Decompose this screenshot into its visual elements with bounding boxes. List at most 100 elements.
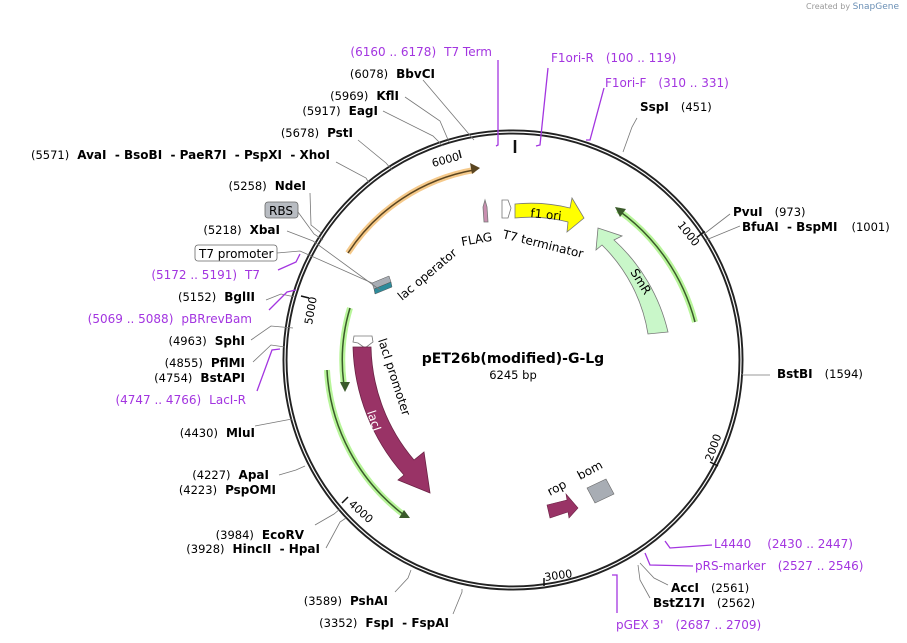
enzyme-name: MluI: [226, 426, 255, 440]
credit-brand: SnapGene: [852, 2, 899, 12]
enzyme-name: EcoRV: [262, 528, 305, 542]
svg-text:(6160 .. 6178)T7 Term: (6160 .. 6178) T7 Term: [350, 45, 492, 59]
svg-text:(3352)FspI - FspAI: (3352) FspI - FspAI: [319, 616, 449, 630]
orf-arrow-green-left-outer[interactable]: [324, 369, 410, 518]
primer-t7[interactable]: (5172 .. 5191) T7: [151, 268, 260, 282]
feature-laci[interactable]: lacI: [352, 346, 431, 494]
enzyme-name: PshAI: [350, 594, 388, 608]
enzyme-bstz17i[interactable]: BstZ17I (2562): [653, 596, 755, 610]
feature-flag[interactable]: FLAG: [460, 198, 493, 249]
enzyme-psti[interactable]: (5678) PstI: [281, 126, 353, 140]
primer-l4440[interactable]: L4440 (2430 .. 2447): [714, 537, 853, 551]
enzyme-position: (5218): [203, 223, 241, 237]
enzyme-name: BstAPI: [200, 371, 245, 385]
feature-label-bom: bom: [575, 458, 605, 483]
feature-rop[interactable]: rop: [545, 477, 579, 519]
feature-f1-ori[interactable]: f1 ori: [514, 196, 585, 233]
enzyme-position: (5258): [229, 179, 267, 193]
feature-lac-operator[interactable]: lac operator: [371, 246, 460, 304]
enzyme-name: BfuAI - BspMI: [742, 220, 837, 234]
primer-name: L4440: [714, 537, 751, 551]
feature-bom[interactable]: bom: [575, 458, 615, 504]
feature-rbs[interactable]: RBS: [264, 201, 324, 241]
primer-name: pRS-marker: [695, 559, 766, 573]
enzyme-position: (4754): [154, 371, 192, 385]
svg-text:(4754)BstAPI: (4754) BstAPI: [154, 371, 245, 385]
enzyme-bbvci[interactable]: (6078) BbvCI: [350, 67, 435, 81]
primer-name: T7: [244, 268, 260, 282]
svg-text:(5152)BglII: (5152) BglII: [178, 290, 255, 304]
primer-range: (5069 .. 5088): [88, 312, 174, 326]
primer-prs-marker[interactable]: pRS-marker (2527 .. 2546): [695, 559, 863, 573]
enzyme-position: (4430): [180, 426, 218, 440]
enzyme-hincii-hpai[interactable]: (3928) HincII - HpaI: [186, 542, 320, 556]
enzyme-bstbi[interactable]: BstBI (1594): [777, 367, 863, 381]
tick-6000: 6000: [430, 150, 460, 170]
svg-text:(4430)MluI: (4430) MluI: [180, 426, 255, 440]
feature-label-laci: lacI: [364, 409, 384, 433]
svg-text:(5969)KflI: (5969) KflI: [330, 89, 399, 103]
tick-3000: 3000: [544, 567, 574, 584]
svg-text:BfuAI - BspMI(1001): BfuAI - BspMI (1001): [742, 220, 890, 234]
orf-arrow-orange[interactable]: [345, 163, 480, 255]
enzyme-mlui[interactable]: (4430) MluI: [180, 426, 255, 440]
svg-text:AccI(2561): AccI (2561): [671, 581, 749, 595]
orf-arrow-green-left-inner[interactable]: [339, 307, 353, 392]
feature-t7-promoter[interactable]: T7 promoter: [194, 244, 373, 284]
enzyme-pshai[interactable]: (3589) PshAI: [304, 594, 388, 608]
enzyme-pvui[interactable]: PvuI (973): [733, 205, 806, 219]
tick-5000: 5000: [302, 296, 320, 326]
enzyme-sphi[interactable]: (4963) SphI: [169, 334, 246, 348]
enzyme-name: PstI: [327, 126, 353, 140]
primer-pgex3[interactable]: pGEX 3' (2687 .. 2709): [616, 618, 761, 632]
primer-f1ori-r[interactable]: F1ori-R (100 .. 119): [551, 51, 676, 65]
svg-text:(5917)EagI: (5917) EagI: [302, 104, 378, 118]
svg-text:(5258)NdeI: (5258) NdeI: [229, 179, 307, 193]
svg-text:F1ori-F(310 .. 331): F1ori-F (310 .. 331): [605, 76, 729, 90]
orf-arrow-green-right[interactable]: [615, 207, 698, 323]
enzyme-avai-group[interactable]: (5571) AvaI - BsoBI - PaeR7I - PspXI - Xh…: [31, 148, 330, 162]
primer-laci-r[interactable]: (4747 .. 4766) LacI-R: [115, 393, 246, 407]
enzyme-position: (3589): [304, 594, 342, 608]
primer-range: (5172 .. 5191): [151, 268, 237, 282]
enzyme-ndei[interactable]: (5258) NdeI: [229, 179, 307, 193]
enzyme-position: (2562): [717, 596, 755, 610]
primer-f1ori-f[interactable]: F1ori-F (310 .. 331): [605, 76, 729, 90]
enzyme-name: KflI: [376, 89, 399, 103]
enzyme-position: (1594): [825, 367, 863, 381]
enzyme-eagi[interactable]: (5917) EagI: [302, 104, 378, 118]
enzyme-sspi[interactable]: SspI (451): [640, 100, 712, 114]
svg-text:PvuI(973): PvuI (973): [733, 205, 806, 219]
enzyme-pflmi[interactable]: (4855) PflMI: [165, 356, 245, 370]
svg-text:SspI(451): SspI (451): [640, 100, 712, 114]
primer-leaders: [256, 60, 713, 613]
primer-range: (4747 .. 4766): [115, 393, 201, 407]
svg-text:BstZ17I(2562): BstZ17I (2562): [653, 596, 755, 610]
enzyme-xbai[interactable]: (5218) XbaI: [203, 223, 280, 237]
svg-text:F1ori-R(100 .. 119): F1ori-R (100 .. 119): [551, 51, 676, 65]
enzyme-name: BstBI: [777, 367, 813, 381]
enzyme-bfuai-bspmi[interactable]: BfuAI - BspMI (1001): [742, 220, 890, 234]
enzyme-name: PvuI: [733, 205, 763, 219]
enzyme-position: (5969): [330, 89, 368, 103]
svg-text:(4227)ApaI: (4227) ApaI: [192, 468, 269, 482]
svg-text:(3984)EcoRV: (3984) EcoRV: [216, 528, 305, 542]
enzyme-bglii[interactable]: (5152) BglII: [178, 290, 255, 304]
enzyme-ecorv[interactable]: (3984) EcoRV: [216, 528, 305, 542]
feature-label-rop: rop: [545, 477, 569, 499]
enzyme-apai[interactable]: (4227) ApaI: [192, 468, 269, 482]
primer-t7-term[interactable]: (6160 .. 6178) T7 Term: [350, 45, 492, 59]
svg-text:(5172 .. 5191)T7: (5172 .. 5191) T7: [151, 268, 260, 282]
enzyme-fspi-fspai[interactable]: (3352) FspI - FspAI: [319, 616, 449, 630]
enzyme-pspomi[interactable]: (4223) PspOMI: [179, 483, 276, 497]
enzyme-name: AvaI - BsoBI - PaeR7I - PspXI - XhoI: [77, 148, 330, 162]
enzyme-position: (4963): [169, 334, 207, 348]
enzyme-position: (1001): [851, 220, 889, 234]
plasmid-backbone: [282, 129, 744, 591]
enzyme-acci[interactable]: AccI (2561): [671, 581, 749, 595]
enzyme-bstapi[interactable]: (4754) BstAPI: [154, 371, 245, 385]
primer-pbrrevbam[interactable]: (5069 .. 5088) pBRrevBam: [88, 312, 252, 326]
primer-name: LacI-R: [209, 393, 246, 407]
enzyme-kfli[interactable]: (5969) KflI: [330, 89, 399, 103]
primer-range: (100 .. 119): [606, 51, 676, 65]
